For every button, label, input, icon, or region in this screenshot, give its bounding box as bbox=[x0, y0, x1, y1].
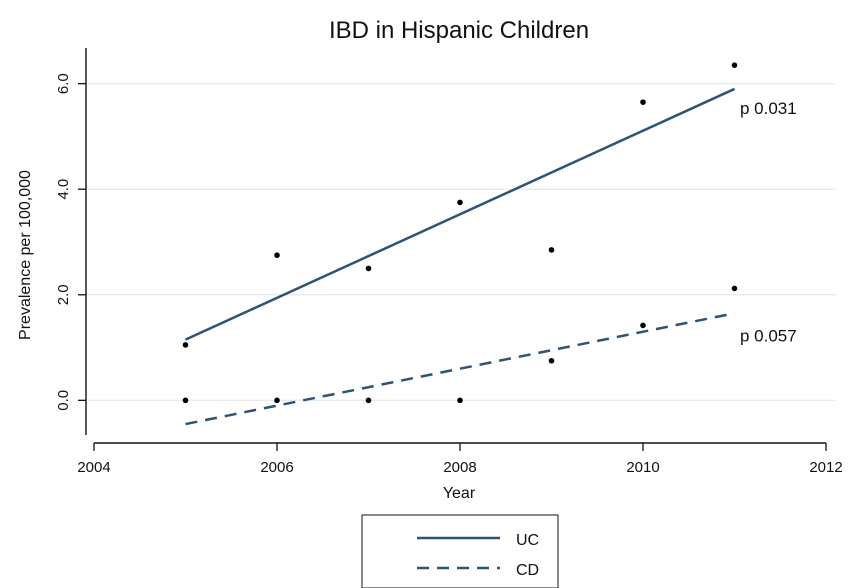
data-point-uc bbox=[548, 247, 555, 253]
y-tick-label: 4.0 bbox=[55, 179, 72, 200]
data-point-uc bbox=[640, 99, 646, 105]
legend-box bbox=[361, 514, 559, 588]
legend-uc-label: UC bbox=[516, 532, 539, 549]
data-point-cd bbox=[365, 397, 372, 404]
data-point-cd bbox=[548, 357, 555, 364]
x-tick-label: 2010 bbox=[626, 459, 659, 476]
fit-line-uc bbox=[184, 87, 736, 341]
x-axis-label: Year bbox=[443, 485, 476, 502]
data-points bbox=[182, 62, 738, 404]
y-tick-label: 0.0 bbox=[55, 390, 72, 411]
x-tick-label: 2012 bbox=[809, 459, 842, 476]
fit-lines bbox=[184, 87, 736, 426]
data-point-cd bbox=[731, 285, 738, 292]
gridlines bbox=[88, 83, 836, 401]
data-point-cd bbox=[274, 397, 280, 404]
chart-title: IBD in Hispanic Children bbox=[329, 17, 589, 44]
y-tick-label: 6.0 bbox=[55, 73, 72, 94]
annotation-cd: p 0.057 bbox=[740, 326, 797, 345]
x-tick-label: 2008 bbox=[443, 459, 476, 476]
data-point-cd bbox=[640, 322, 646, 329]
data-point-uc bbox=[365, 265, 372, 272]
data-point-uc bbox=[274, 252, 280, 258]
annotation-uc: p 0.031 bbox=[740, 99, 797, 118]
y-tick-label: 2.0 bbox=[55, 284, 72, 305]
data-point-cd bbox=[457, 397, 463, 404]
y-axis-label: Prevalence per 100,000 bbox=[17, 170, 34, 340]
data-point-uc bbox=[457, 199, 463, 206]
data-point-cd bbox=[182, 397, 189, 404]
legend-cd-label: CD bbox=[516, 562, 539, 579]
x-tick-label: 2006 bbox=[260, 459, 293, 476]
x-tick-label: 2004 bbox=[77, 459, 110, 476]
p-value-annotations: p 0.031 p 0.057 bbox=[740, 99, 797, 345]
data-point-uc bbox=[182, 342, 189, 348]
fit-line-cd bbox=[185, 312, 735, 426]
data-point-uc bbox=[731, 62, 738, 68]
legend: UC CD bbox=[361, 514, 559, 588]
y-axis-ticks: 0.0 2.0 4.0 6.0 bbox=[55, 73, 86, 411]
x-axis-ticks: 2004 2006 2008 2010 2012 bbox=[77, 443, 843, 476]
